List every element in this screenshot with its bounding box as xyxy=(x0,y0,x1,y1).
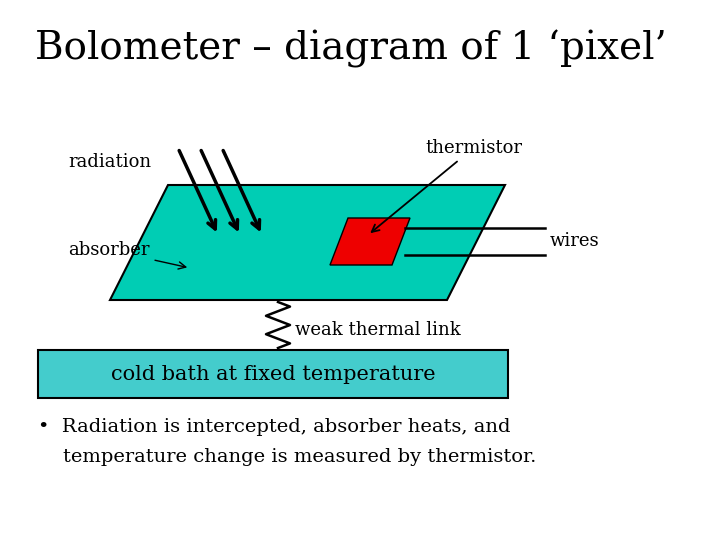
Polygon shape xyxy=(330,218,410,265)
Text: wires: wires xyxy=(550,233,600,251)
Text: radiation: radiation xyxy=(68,153,151,171)
Text: absorber: absorber xyxy=(68,241,186,269)
Text: •  Radiation is intercepted, absorber heats, and: • Radiation is intercepted, absorber hea… xyxy=(38,418,510,436)
Polygon shape xyxy=(110,185,505,300)
Text: cold bath at fixed temperature: cold bath at fixed temperature xyxy=(111,364,436,383)
FancyBboxPatch shape xyxy=(38,350,508,398)
Text: weak thermal link: weak thermal link xyxy=(295,321,461,339)
Text: temperature change is measured by thermistor.: temperature change is measured by thermi… xyxy=(38,448,536,466)
Text: Bolometer – diagram of 1 ‘pixel’: Bolometer – diagram of 1 ‘pixel’ xyxy=(35,30,667,68)
Text: thermistor: thermistor xyxy=(372,139,522,232)
